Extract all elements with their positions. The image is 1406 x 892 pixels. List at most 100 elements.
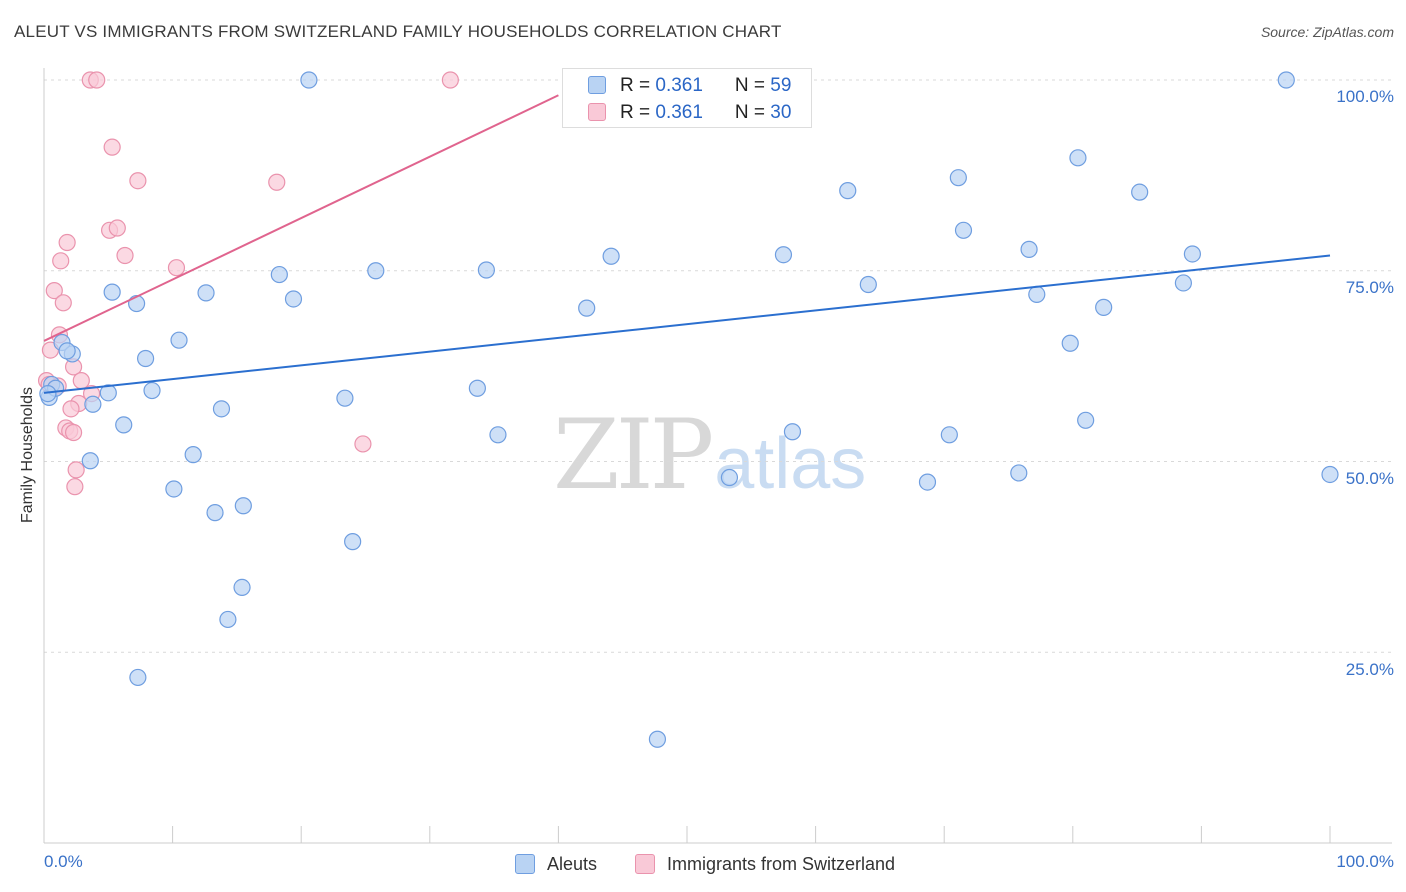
aleut-point [129,668,147,687]
aleut-point [336,389,354,407]
aleut-point [602,247,620,265]
aleut-point [300,71,318,89]
aleut-point [859,275,877,294]
aleut-point [774,246,793,264]
aleut-point [206,504,224,522]
aleut-points [39,71,1339,748]
aleut-point [84,395,102,413]
aleut-point [103,283,121,301]
y-axis-label: Family Households [19,386,36,524]
swiss-point [167,259,186,277]
swiss-point [45,281,63,300]
aleut-point [219,610,237,629]
aleut-point [1131,183,1149,201]
swiss-point [66,478,84,496]
swiss-trend-line [43,94,559,342]
r-label: R = [620,102,656,123]
aleut-point [212,400,231,418]
aleut-point [1010,464,1028,482]
swiss-point [67,461,85,479]
aleut-point [197,284,215,302]
aleut-point [940,426,958,444]
aleut-point [143,381,161,400]
zipatlas-watermark: ZIPatlas [553,405,866,514]
aleuts-trend-line [43,254,1331,394]
x-tick-label-max: 100.0% [1336,852,1394,871]
y-tick-label-100: 100.0% [1336,87,1394,106]
x-tick-label-min: 0.0% [44,852,83,871]
r-value: 0.361 [655,75,703,96]
chart-title: ALEUT VS IMMIGRANTS FROM SWITZERLAND FAM… [14,22,782,41]
swiss-point [54,294,72,312]
aleut-point [1020,240,1038,258]
aleut-point [233,578,251,596]
n-value: 59 [770,75,792,96]
n-label: N = [734,102,771,123]
legend-aleuts-swatch [515,854,535,874]
trend-lines [43,94,1331,394]
stats-row-swiss: R = 0.361 N = 30 [588,100,791,126]
aleut-point [949,169,967,187]
aleut-point [1095,298,1113,316]
aleut-point [184,446,202,464]
swiss-point [116,246,134,265]
aleut-point [284,290,303,308]
swiss-point [354,435,372,453]
swiss-point [441,71,459,89]
aleut-point [367,262,385,280]
aleut-point [58,342,76,360]
swiss-point [108,219,126,237]
aleut-point [1183,245,1201,263]
aleut-point [839,182,857,200]
aleut-point [170,331,188,349]
aleut-point [39,384,57,403]
aleut-point [1277,71,1295,89]
swiss-point [64,423,83,442]
n-label: N = [734,75,771,96]
legend-swiss-label: Immigrants from Switzerland [667,854,896,874]
aleut-point [270,265,288,284]
aleut-point [1077,411,1095,429]
aleut-point [1069,149,1087,167]
aleut-point [578,299,596,317]
aleut-point [489,426,507,444]
legend-aleuts-label: Aleuts [547,854,598,874]
swiss-swatch [588,103,606,121]
swiss-point [62,400,80,418]
stats-row-aleuts: R = 0.361 N = 59 [588,73,791,99]
swiss-point [88,71,106,89]
legend-item-aleuts[interactable]: Aleuts [515,852,597,876]
aleuts-swatch [588,76,606,94]
aleut-point [648,730,667,748]
swiss-point [72,372,90,390]
swiss-points [37,71,459,496]
swiss-point [268,173,286,191]
axes [43,68,1392,844]
aleut-point [468,379,486,397]
r-label: R = [620,75,656,96]
source-credit: Source: ZipAtlas.com [1260,24,1394,40]
aleut-point [344,533,362,551]
y-tick-label-50: 50.0% [1345,469,1394,488]
swiss-point [58,233,76,252]
aleut-point [918,473,937,491]
r-value: 0.361 [655,102,703,123]
aleut-point [720,468,739,487]
aleut-point [1061,334,1079,352]
watermark-zip: ZIP [553,399,714,511]
aleut-point [1028,285,1046,304]
y-tick-label-75: 75.0% [1345,278,1394,297]
n-value: 30 [770,102,792,123]
aleut-point [234,497,252,515]
aleut-point [115,416,133,434]
aleut-point [783,423,802,441]
aleut-point [1321,465,1339,484]
aleut-point [477,261,495,279]
aleut-point [99,384,117,402]
aleut-point [81,452,99,470]
legend-item-swiss[interactable]: Immigrants from Switzerland [635,852,895,876]
swiss-point [52,252,70,270]
aleut-point [136,349,155,368]
stats-legend-box: R = 0.361 N = 59 R = 0.361 N = 30 [562,68,812,128]
